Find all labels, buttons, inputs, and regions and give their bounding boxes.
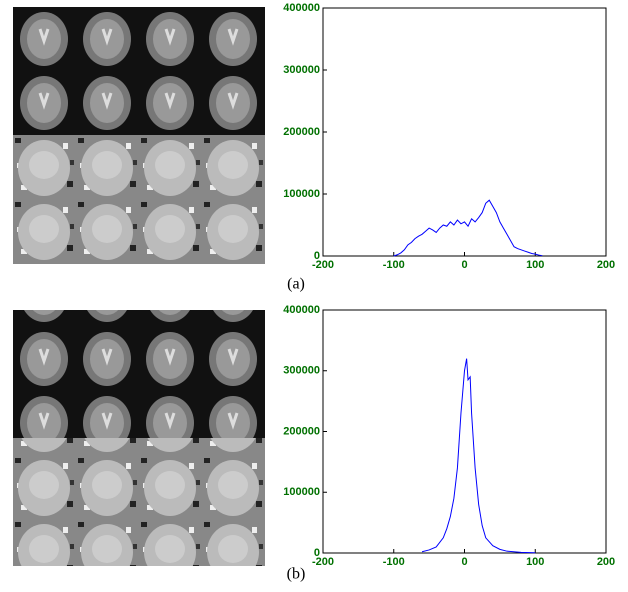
plot-frame bbox=[322, 7, 607, 257]
y-tick-label: 100000 bbox=[283, 188, 320, 200]
phase-images bbox=[13, 438, 265, 566]
x-tick-label: -100 bbox=[383, 556, 405, 568]
y-tick-label: 100000 bbox=[283, 486, 320, 498]
y-tick-label: 0 bbox=[314, 250, 320, 262]
histogram-line bbox=[421, 358, 536, 554]
y-tick-label: 400000 bbox=[283, 2, 320, 14]
histogram-line bbox=[393, 199, 543, 257]
x-tick-label: 0 bbox=[461, 259, 467, 271]
x-tick-label: 0 bbox=[461, 556, 467, 568]
panel-caption: (a) bbox=[287, 276, 305, 293]
y-tick-label: 200000 bbox=[283, 126, 320, 138]
x-tick-label: -100 bbox=[383, 259, 405, 271]
y-tick-label: 400000 bbox=[283, 304, 320, 316]
magnitude-images bbox=[13, 7, 265, 135]
phase-images bbox=[13, 135, 265, 264]
plot-frame bbox=[322, 309, 607, 554]
mri-mosaic-a bbox=[13, 7, 265, 264]
x-tick-label: 100 bbox=[526, 556, 544, 568]
magnitude-images bbox=[13, 310, 265, 438]
y-tick-label: 300000 bbox=[283, 365, 320, 377]
y-tick-label: 0 bbox=[314, 547, 320, 559]
x-tick-label: -200 bbox=[312, 556, 334, 568]
panel-caption: (b) bbox=[287, 566, 306, 583]
x-tick-label: 200 bbox=[597, 556, 615, 568]
y-tick-label: 200000 bbox=[283, 425, 320, 437]
x-tick-label: 200 bbox=[597, 259, 615, 271]
x-tick-label: -200 bbox=[312, 259, 334, 271]
y-tick-label: 300000 bbox=[283, 64, 320, 76]
mri-mosaic-b bbox=[13, 310, 265, 566]
x-tick-label: 100 bbox=[526, 259, 544, 271]
